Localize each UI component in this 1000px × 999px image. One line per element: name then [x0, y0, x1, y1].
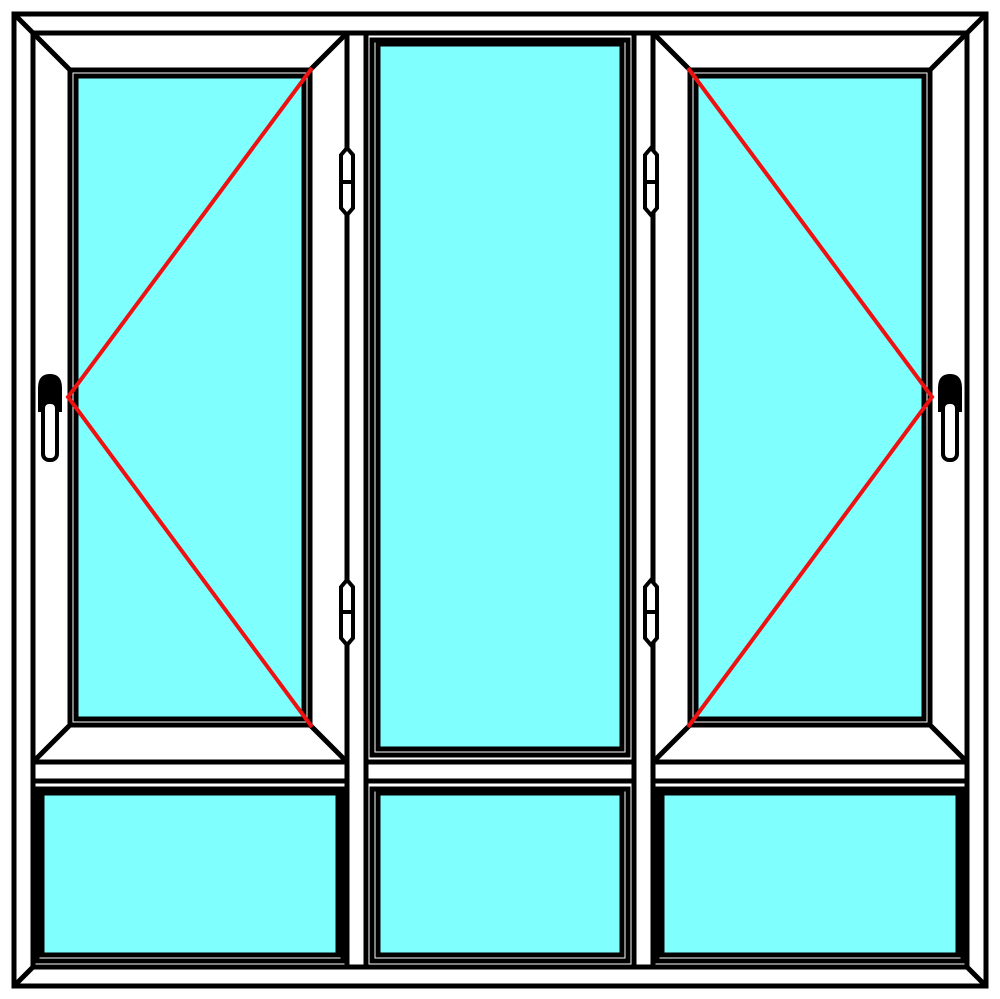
- frame-corner: [965, 12, 988, 35]
- window-handle-icon: [38, 373, 62, 462]
- frame-corner: [965, 965, 988, 988]
- transom-right: [650, 759, 970, 784]
- hinge-icon: [339, 144, 355, 219]
- sash-right: [650, 30, 970, 765]
- window-handle-icon: [938, 373, 962, 462]
- lower-panel-left: [30, 778, 350, 970]
- hinge-icon: [643, 576, 659, 649]
- opening-indicator-right: [686, 66, 935, 729]
- transom-left: [30, 759, 350, 784]
- frame-corner: [12, 12, 35, 35]
- lower-panel-right: [650, 778, 970, 970]
- glass-pane: [73, 73, 307, 722]
- frame-corner: [12, 965, 35, 988]
- lower-panel-center: [363, 778, 637, 970]
- opening-indicator-left: [65, 66, 314, 729]
- sash-left: [30, 30, 350, 765]
- glass-pane: [375, 41, 625, 752]
- hinge-icon: [643, 144, 659, 219]
- glass-pane: [659, 790, 961, 958]
- transom-center: [363, 759, 637, 784]
- glass-pane: [375, 790, 625, 958]
- hinge-icon: [339, 576, 355, 649]
- glass-pane: [693, 73, 927, 722]
- fixed-pane-center: [363, 30, 637, 765]
- glass-pane: [39, 790, 341, 958]
